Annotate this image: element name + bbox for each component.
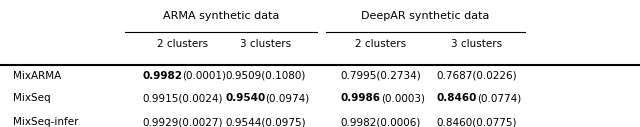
Text: 2 clusters: 2 clusters (157, 39, 208, 49)
Text: 0.9982(0.0006): 0.9982(0.0006) (340, 117, 421, 127)
Text: MixSeq-infer: MixSeq-infer (13, 117, 78, 127)
Text: (0.0774): (0.0774) (477, 93, 521, 103)
Text: 0.9929(0.0027): 0.9929(0.0027) (142, 117, 223, 127)
Text: MixSeq: MixSeq (13, 93, 51, 103)
Text: 0.7687(0.0226): 0.7687(0.0226) (436, 71, 517, 81)
Text: 0.8460(0.0775): 0.8460(0.0775) (436, 117, 517, 127)
Text: DeepAR synthetic data: DeepAR synthetic data (362, 11, 490, 21)
Text: (0.0974): (0.0974) (266, 93, 310, 103)
Text: 0.9540: 0.9540 (225, 93, 266, 103)
Text: 0.9915(0.0024): 0.9915(0.0024) (142, 93, 223, 103)
Text: (0.0001): (0.0001) (182, 71, 227, 81)
Text: 2 clusters: 2 clusters (355, 39, 406, 49)
Text: 0.9509(0.1080): 0.9509(0.1080) (225, 71, 306, 81)
Text: 0.7995(0.2734): 0.7995(0.2734) (340, 71, 421, 81)
Text: 0.9982: 0.9982 (142, 71, 182, 81)
Text: MixARMA: MixARMA (13, 71, 61, 81)
Text: 0.8460: 0.8460 (436, 93, 477, 103)
Text: 0.9544(0.0975): 0.9544(0.0975) (225, 117, 306, 127)
Text: 3 clusters: 3 clusters (240, 39, 291, 49)
Text: 0.9986: 0.9986 (340, 93, 381, 103)
Text: 3 clusters: 3 clusters (451, 39, 502, 49)
Text: (0.0003): (0.0003) (381, 93, 425, 103)
Text: ARMA synthetic data: ARMA synthetic data (163, 11, 279, 21)
